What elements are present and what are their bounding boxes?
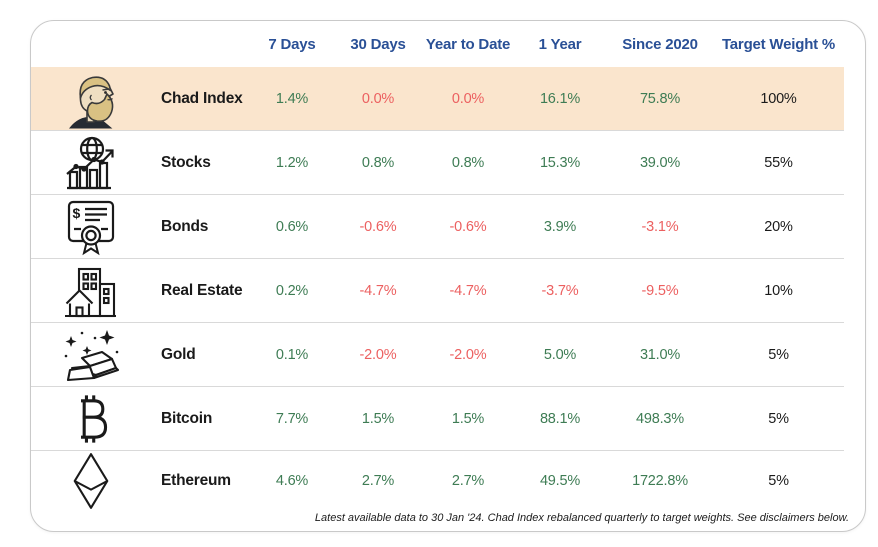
value-cell: 4.6% (275, 473, 309, 489)
value-cell: 39.0% (639, 154, 681, 171)
value-cell: 0.0% (361, 90, 395, 107)
asset-label: Bonds (161, 217, 209, 235)
value-cell: 1.5% (361, 410, 395, 427)
asset-label: Bitcoin (161, 409, 213, 427)
value-cell: 5.0% (543, 346, 577, 363)
value-cell: 2.7% (451, 473, 485, 489)
value-cell: 49.5% (539, 473, 581, 489)
column-header-30-days: 30 Days (350, 35, 406, 53)
value-cell: -2.0% (449, 346, 487, 363)
value-cell: 100% (760, 90, 797, 107)
footnote-text: Latest available data to 30 Jan '24. Cha… (314, 512, 849, 524)
asset-label: Ethereum (161, 472, 231, 489)
bitcoin-icon (81, 394, 108, 443)
row-icon (31, 259, 151, 322)
asset-label: Real Estate (161, 281, 243, 299)
svg-text:$: $ (73, 205, 81, 221)
value-cell: -3.1% (641, 218, 679, 235)
value-cell: 1.4% (275, 90, 309, 107)
value-cell: 10% (764, 282, 793, 299)
table-row: $ Bonds 0.6% -0.6% -0.6% 3.9% -3.1% 20% (31, 195, 844, 259)
value-cell: 75.8% (639, 90, 681, 107)
value-cell: 88.1% (539, 410, 581, 427)
real-estate-icon (65, 267, 116, 317)
asset-label: Chad Index (161, 89, 243, 107)
value-cell: -4.7% (359, 282, 397, 299)
value-cell: 2.7% (361, 473, 395, 489)
value-cell: -3.7% (541, 282, 579, 299)
value-cell: 0.8% (451, 154, 485, 171)
value-cell: -0.6% (449, 218, 487, 235)
value-cell: 7.7% (275, 410, 309, 427)
footnote-row: Latest available data to 30 Jan '24. Cha… (31, 505, 865, 531)
column-header-since-2020: Since 2020 (622, 35, 698, 53)
asset-label: Gold (161, 345, 196, 363)
row-icon (31, 387, 151, 450)
chad-face-icon (68, 75, 114, 128)
value-cell: 1.2% (275, 154, 309, 171)
value-cell: 1.5% (451, 410, 485, 427)
value-cell: 498.3% (636, 410, 684, 427)
value-cell: -9.5% (641, 282, 679, 299)
value-cell: 0.0% (451, 90, 485, 107)
table-row: Real Estate 0.2% -4.7% -4.7% -3.7% -9.5%… (31, 259, 844, 323)
bonds-icon: $ (67, 200, 115, 255)
gold-icon (64, 329, 120, 381)
value-cell: -2.0% (359, 346, 397, 363)
column-header-1-year: 1 Year (538, 35, 582, 53)
table-body: Chad Index 1.4% 0.0% 0.0% 16.1% 75.8% 10… (31, 67, 865, 509)
table-header: 7 Days 30 Days Year to Date 1 Year Since… (31, 21, 844, 67)
value-cell: 0.1% (275, 346, 309, 363)
row-icon (31, 323, 151, 386)
column-header-year-to-date: Year to Date (425, 35, 511, 53)
value-cell: 55% (764, 154, 793, 171)
value-cell: 3.9% (543, 218, 577, 235)
value-cell: 5% (768, 410, 789, 427)
value-cell: 15.3% (539, 154, 581, 171)
row-icon (31, 67, 151, 130)
table-row: Gold 0.1% -2.0% -2.0% 5.0% 31.0% 5% (31, 323, 844, 387)
value-cell: 0.8% (361, 154, 395, 171)
row-icon (31, 131, 151, 194)
asset-label: Stocks (161, 153, 211, 171)
table-row: Ethereum 4.6% 2.7% 2.7% 49.5% 1722.8% 5% (31, 451, 844, 509)
row-icon (31, 451, 151, 511)
column-header-7-days: 7 Days (268, 35, 316, 53)
value-cell: 1722.8% (632, 473, 688, 489)
value-cell: 0.6% (275, 218, 309, 235)
performance-card: 7 Days 30 Days Year to Date 1 Year Since… (30, 20, 866, 532)
stocks-icon (66, 136, 114, 189)
value-cell: -0.6% (359, 218, 397, 235)
table-row: Bitcoin 7.7% 1.5% 1.5% 88.1% 498.3% 5% (31, 387, 844, 451)
column-header-target-weight: Target Weight % (721, 35, 836, 53)
value-cell: 0.2% (275, 282, 309, 299)
row-icon: $ (31, 195, 151, 258)
value-cell: 20% (764, 218, 793, 235)
table-row: Chad Index 1.4% 0.0% 0.0% 16.1% 75.8% 10… (31, 67, 844, 131)
value-cell: 31.0% (639, 346, 681, 363)
ethereum-icon (73, 453, 109, 509)
table-row: Stocks 1.2% 0.8% 0.8% 15.3% 39.0% 55% (31, 131, 844, 195)
value-cell: 5% (768, 346, 789, 363)
value-cell: 16.1% (539, 90, 581, 107)
value-cell: -4.7% (449, 282, 487, 299)
value-cell: 5% (768, 473, 789, 489)
